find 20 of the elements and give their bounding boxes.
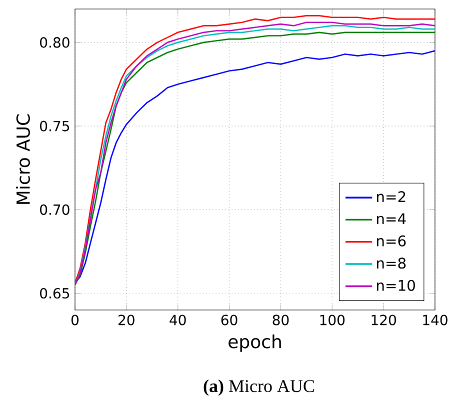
legend-label: n=4 xyxy=(377,213,406,224)
text: (a) Micro AUC xyxy=(204,380,314,396)
x-tick-label: 40 xyxy=(170,314,186,326)
x-tick-label: 140 xyxy=(423,314,448,326)
x-axis-title: epoch xyxy=(228,334,281,352)
legend-label: n=8 xyxy=(377,258,406,269)
legend-label: n=6 xyxy=(377,235,406,246)
y-tick-label: 0.80 xyxy=(40,37,70,48)
y-axis-title: Micro AUC xyxy=(16,114,30,204)
x-tick-label: 80 xyxy=(272,314,289,326)
y-tick-label: 0.65 xyxy=(40,288,70,299)
x-tick-label: 100 xyxy=(320,314,345,326)
x-tick-label: 60 xyxy=(221,314,238,326)
y-tick-label: 0.75 xyxy=(40,120,70,132)
y-tick-label: 0.70 xyxy=(40,204,70,215)
x-tick-label: 120 xyxy=(372,314,396,326)
x-tick-label: 20 xyxy=(118,314,134,326)
x-tick-label: 0 xyxy=(71,314,79,326)
legend-label: n=10 xyxy=(377,280,415,291)
legend-label: n=2 xyxy=(377,191,406,202)
